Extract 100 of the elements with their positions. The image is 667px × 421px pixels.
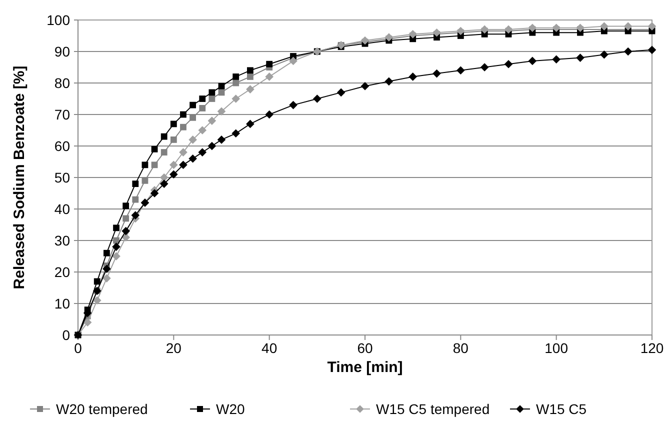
x-tick-label: 20: [166, 340, 182, 356]
point: [624, 22, 632, 30]
legend-label: W20 tempered: [56, 400, 148, 417]
point: [112, 242, 120, 251]
x-axis-title: Time [min]: [327, 359, 403, 376]
point: [247, 74, 254, 80]
legend-label: W15 C5: [536, 400, 587, 417]
point: [188, 136, 197, 144]
point: [142, 162, 148, 168]
y-tick-label: 100: [46, 12, 70, 28]
point: [132, 180, 139, 187]
point: [648, 46, 656, 54]
point: [265, 72, 274, 81]
point: [92, 296, 102, 305]
point: [170, 120, 177, 128]
y-tick-label: 90: [54, 43, 70, 60]
point: [246, 120, 254, 128]
point: [190, 114, 196, 121]
point: [104, 250, 110, 256]
point: [113, 224, 120, 232]
point: [480, 63, 489, 72]
point: [170, 160, 178, 170]
point: [218, 82, 225, 90]
point: [160, 180, 168, 188]
point: [198, 126, 207, 134]
point: [217, 136, 226, 144]
point: [232, 74, 240, 80]
point: [384, 77, 394, 86]
legend-label: W20: [216, 400, 245, 417]
point: [179, 148, 188, 156]
point: [102, 264, 111, 274]
point: [552, 55, 560, 64]
point: [160, 133, 168, 140]
point: [360, 36, 370, 45]
point: [180, 111, 186, 118]
y-tick-label: 30: [54, 232, 70, 248]
x-tick-label: 100: [544, 340, 568, 356]
point: [170, 170, 178, 179]
point: [160, 149, 168, 156]
point: [600, 22, 608, 30]
point: [142, 177, 148, 184]
y-tick-label: 50: [54, 169, 70, 186]
x-tick-label: 40: [262, 340, 278, 356]
point: [122, 226, 130, 236]
point: [336, 88, 346, 97]
point: [232, 94, 240, 103]
point: [247, 67, 254, 74]
point: [432, 69, 441, 78]
point: [552, 24, 560, 32]
point: [232, 129, 240, 138]
point: [313, 94, 322, 103]
point: [151, 146, 158, 152]
point: [480, 25, 489, 34]
y-tick-label: 60: [54, 138, 70, 154]
y-tick-label: 70: [54, 106, 70, 122]
point: [432, 28, 441, 37]
point: [102, 274, 111, 282]
point: [199, 96, 206, 102]
point: [208, 116, 216, 125]
point: [179, 160, 188, 170]
y-axis-title: Released Sodium Benzoate [%]: [11, 66, 28, 290]
point: [131, 211, 140, 220]
point: [384, 33, 394, 42]
x-tick-label: 0: [74, 340, 82, 356]
point: [94, 278, 100, 285]
point: [600, 50, 608, 59]
point: [528, 56, 537, 66]
point: [170, 136, 177, 143]
point: [648, 22, 656, 30]
point: [83, 318, 92, 327]
legend-label: W15 C5 tempered: [376, 400, 490, 417]
point: [624, 47, 632, 56]
point: [132, 196, 139, 203]
point: [198, 148, 207, 156]
point: [122, 202, 130, 210]
point: [504, 25, 513, 34]
point: [289, 100, 298, 110]
point: [199, 105, 206, 112]
y-tick-label: 40: [54, 200, 70, 217]
point: [217, 107, 226, 116]
x-tick-label: 80: [452, 340, 469, 356]
x-tick-label: 60: [357, 340, 373, 356]
point: [360, 82, 370, 90]
point: [232, 80, 240, 86]
point: [266, 60, 273, 68]
point: [265, 110, 274, 119]
point: [456, 26, 465, 36]
point: [190, 102, 196, 108]
point: [122, 215, 130, 222]
point: [528, 24, 537, 32]
point: [208, 142, 216, 150]
point: [180, 124, 186, 130]
point: [408, 30, 417, 38]
y-tick-label: 20: [54, 264, 70, 280]
y-tick-label: 80: [54, 74, 70, 91]
point: [289, 56, 298, 66]
point: [504, 60, 513, 68]
point: [576, 24, 584, 32]
point: [208, 89, 216, 96]
point: [188, 154, 197, 163]
